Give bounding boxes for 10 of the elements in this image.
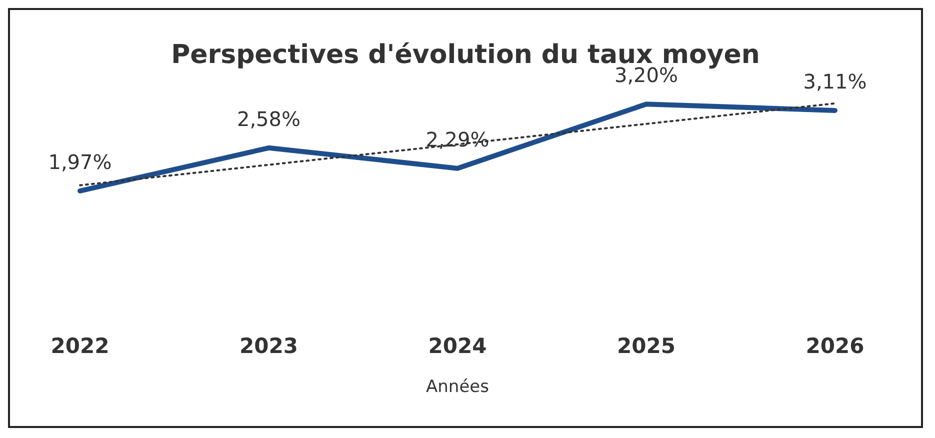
x-tick-label: 2022 xyxy=(50,334,110,358)
data-label: 1,97% xyxy=(48,150,112,174)
x-axis-title: Années xyxy=(426,377,490,397)
data-label: 3,11% xyxy=(803,69,867,94)
x-tick-label: 2023 xyxy=(240,334,298,358)
x-tick-label: 2025 xyxy=(617,334,676,358)
x-tick-label: 2026 xyxy=(806,334,864,358)
x-tick-label: 2024 xyxy=(428,334,487,358)
data-label: 2,29% xyxy=(426,127,490,152)
data-label: 2,58% xyxy=(236,106,301,131)
